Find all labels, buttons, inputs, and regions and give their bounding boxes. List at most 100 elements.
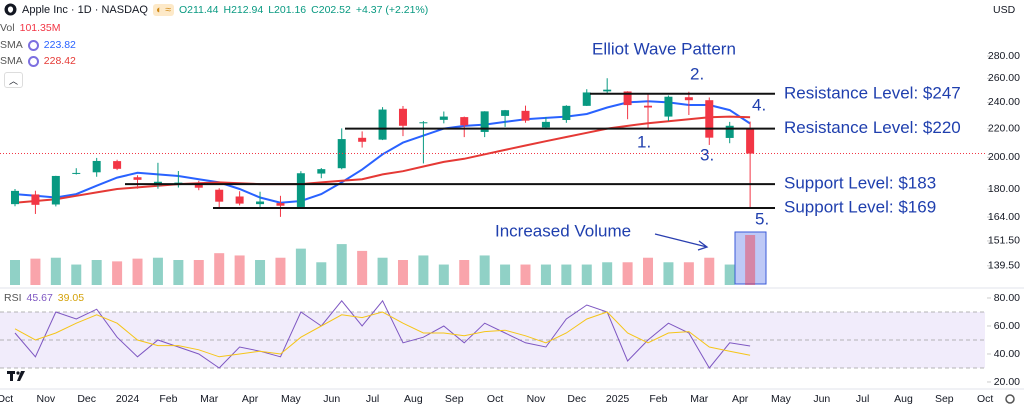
candle-body — [664, 96, 673, 117]
candle-body — [337, 139, 346, 169]
y-tick-label: 164.00 — [988, 211, 1020, 223]
volume-bar — [336, 244, 347, 285]
y-tick-label: 220.00 — [988, 122, 1020, 134]
annotation: 3. — [700, 145, 714, 164]
ohlc-close: C202.52 — [311, 3, 351, 16]
sma-label: SMA — [0, 39, 23, 51]
volume-bar — [602, 262, 613, 285]
candle-body — [623, 91, 632, 106]
candle-body — [725, 125, 734, 138]
sma-icon[interactable] — [27, 55, 39, 67]
sma-line — [14, 115, 751, 204]
y-tick-label: 151.50 — [988, 235, 1020, 247]
sma-icon[interactable] — [27, 39, 39, 51]
volume-bar — [622, 262, 633, 285]
x-tick-label: Apr — [242, 393, 259, 405]
candle-body — [746, 128, 755, 154]
x-tick-label: May — [281, 393, 302, 405]
volume-bar — [152, 257, 163, 285]
candle-body — [603, 89, 612, 92]
x-tick-label: Aug — [404, 393, 423, 405]
sma-row: SMA 228.42 — [0, 55, 76, 67]
rsi-ma-value: 39.05 — [57, 292, 85, 304]
candle-body — [705, 100, 714, 138]
y-tick-label: 60.00 — [994, 320, 1020, 332]
volume-bar — [91, 260, 102, 285]
ohlc-change: +4.37 (+2.21%) — [355, 3, 429, 16]
candle-body — [480, 111, 489, 132]
vol-label: Vol — [0, 22, 15, 34]
y-tick-label: 139.50 — [988, 260, 1020, 272]
sma-line — [14, 100, 751, 204]
ohlc-open: O211.44 — [178, 3, 219, 16]
x-tick-label: Feb — [649, 393, 667, 405]
x-tick-label: Apr — [732, 393, 749, 405]
rsi-line — [14, 311, 751, 358]
market-icons[interactable]: ◐ ≈ — [152, 3, 174, 16]
x-tick-label: Dec — [567, 393, 586, 405]
level-label: Support Level: $169 — [784, 198, 936, 217]
x-tick-label: Dec — [77, 393, 96, 405]
candle-body — [378, 109, 387, 140]
level-label: Support Level: $183 — [784, 174, 936, 193]
x-tick-label: Oct — [977, 393, 993, 405]
settings-icon[interactable] — [1005, 394, 1015, 404]
rsi-band — [0, 311, 985, 368]
volume-bar — [500, 264, 511, 285]
y-tick-label: 20.00 — [994, 376, 1020, 388]
volume-bar — [234, 255, 245, 285]
x-tick-label: Oct — [487, 393, 503, 405]
volume-bar — [663, 262, 674, 285]
volume-bar — [438, 264, 449, 285]
candle-body — [256, 201, 265, 205]
annotation: Increased Volume — [495, 221, 631, 240]
candle-body — [562, 105, 571, 121]
candle-body — [419, 122, 428, 124]
volume-bar — [132, 258, 143, 285]
volume-bar — [459, 260, 470, 285]
collapse-button[interactable]: ︿ — [4, 72, 23, 88]
symbol[interactable]: Apple Inc · 1D · NASDAQ — [22, 3, 148, 16]
candle-body — [644, 105, 653, 108]
volume-bar — [71, 264, 82, 285]
candle-body — [235, 196, 244, 204]
x-tick-label: Oct — [0, 393, 13, 405]
x-tick-label: Feb — [159, 393, 177, 405]
rsi-value: 45.67 — [26, 292, 53, 304]
annotation: 2. — [690, 64, 704, 83]
candle-body — [684, 97, 693, 101]
y-tick-label: 200.00 — [988, 151, 1020, 163]
apple-logo — [4, 3, 17, 16]
annotation: 1. — [637, 132, 651, 151]
volume-bar — [561, 264, 572, 285]
x-tick-label: Nov — [527, 393, 546, 405]
candle-body — [358, 137, 367, 142]
y-tick-label: 80.00 — [994, 292, 1020, 304]
candle-body — [215, 189, 224, 202]
tv-logo — [7, 371, 25, 381]
currency[interactable]: USD — [993, 4, 1016, 16]
candle-body — [51, 175, 60, 205]
candle-body — [460, 117, 469, 126]
volume-bar — [643, 257, 654, 285]
x-tick-label: Jun — [323, 393, 340, 405]
x-tick-label: Nov — [36, 393, 55, 405]
candle-body — [541, 121, 550, 128]
volume-bar — [316, 262, 327, 285]
volume-bar — [377, 257, 388, 285]
volume-bar — [745, 235, 756, 285]
candle-body — [501, 110, 510, 116]
x-tick-label: Mar — [690, 393, 709, 405]
volume-bar — [704, 257, 715, 285]
x-tick-label: Aug — [894, 393, 913, 405]
candle-body — [72, 172, 81, 174]
annotation: 4. — [752, 95, 766, 114]
sma-value: 228.42 — [43, 55, 76, 67]
level-label: Resistance Level: $247 — [784, 83, 961, 102]
x-tick-label: Jun — [813, 393, 830, 405]
candle-body — [133, 177, 142, 180]
y-tick-label: 240.00 — [988, 96, 1020, 108]
candle-body — [521, 110, 530, 121]
